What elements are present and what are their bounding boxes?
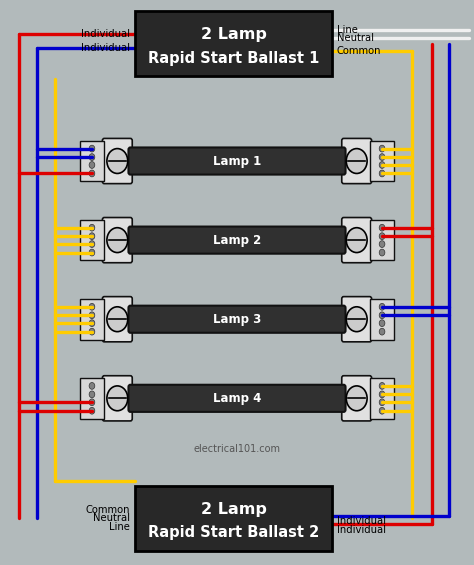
FancyBboxPatch shape: [342, 218, 372, 263]
Circle shape: [346, 149, 367, 173]
Circle shape: [379, 170, 385, 177]
Circle shape: [89, 162, 95, 168]
Text: Neutral: Neutral: [337, 33, 374, 43]
Circle shape: [346, 228, 367, 253]
Circle shape: [346, 307, 367, 332]
Circle shape: [107, 386, 128, 411]
Circle shape: [379, 407, 385, 414]
Circle shape: [379, 162, 385, 168]
Text: Individual: Individual: [82, 44, 130, 53]
FancyBboxPatch shape: [102, 297, 132, 342]
Circle shape: [89, 320, 95, 327]
Text: Lamp 3: Lamp 3: [213, 312, 261, 326]
FancyBboxPatch shape: [342, 138, 372, 184]
FancyBboxPatch shape: [342, 376, 372, 421]
Circle shape: [379, 224, 385, 231]
FancyBboxPatch shape: [102, 138, 132, 184]
FancyBboxPatch shape: [102, 376, 132, 421]
Bar: [80, 220, 104, 260]
Bar: [80, 299, 104, 340]
FancyBboxPatch shape: [135, 11, 332, 76]
Circle shape: [379, 233, 385, 240]
Circle shape: [379, 399, 385, 406]
Bar: [370, 141, 394, 181]
Text: Lamp 1: Lamp 1: [213, 154, 261, 168]
Bar: [370, 220, 394, 260]
Circle shape: [89, 145, 95, 152]
FancyBboxPatch shape: [342, 297, 372, 342]
Circle shape: [379, 249, 385, 256]
Circle shape: [89, 328, 95, 335]
Text: Line: Line: [337, 25, 357, 34]
Bar: [80, 378, 104, 419]
Text: 2 Lamp: 2 Lamp: [201, 502, 266, 517]
Circle shape: [89, 391, 95, 398]
Circle shape: [89, 407, 95, 414]
Bar: [80, 141, 104, 181]
Circle shape: [346, 386, 367, 411]
Text: Lamp 4: Lamp 4: [213, 392, 261, 405]
Text: Common: Common: [337, 46, 381, 55]
FancyBboxPatch shape: [135, 486, 332, 551]
Text: Rapid Start Ballast 2: Rapid Start Ballast 2: [148, 525, 319, 540]
Circle shape: [89, 241, 95, 247]
Circle shape: [379, 391, 385, 398]
Circle shape: [379, 154, 385, 160]
Bar: [370, 299, 394, 340]
Text: Individual: Individual: [82, 29, 130, 38]
FancyBboxPatch shape: [128, 147, 346, 175]
FancyBboxPatch shape: [128, 306, 346, 333]
Text: Individual: Individual: [337, 525, 385, 534]
Circle shape: [89, 312, 95, 319]
Circle shape: [89, 399, 95, 406]
Circle shape: [379, 320, 385, 327]
Circle shape: [107, 149, 128, 173]
Circle shape: [107, 307, 128, 332]
Circle shape: [89, 170, 95, 177]
Text: Common: Common: [86, 505, 130, 515]
Circle shape: [89, 233, 95, 240]
Circle shape: [379, 145, 385, 152]
Text: Lamp 2: Lamp 2: [213, 233, 261, 247]
Circle shape: [379, 241, 385, 247]
Circle shape: [107, 228, 128, 253]
Circle shape: [379, 312, 385, 319]
Bar: [370, 378, 394, 419]
Circle shape: [89, 154, 95, 160]
Text: 2 Lamp: 2 Lamp: [201, 27, 266, 42]
FancyBboxPatch shape: [128, 227, 346, 254]
Text: Individual: Individual: [337, 516, 385, 526]
Circle shape: [379, 303, 385, 310]
Text: electrical101.com: electrical101.com: [193, 444, 281, 454]
FancyBboxPatch shape: [128, 385, 346, 412]
Text: Rapid Start Ballast 1: Rapid Start Ballast 1: [148, 51, 319, 66]
Circle shape: [89, 303, 95, 310]
Circle shape: [89, 224, 95, 231]
Circle shape: [379, 383, 385, 389]
Text: Line: Line: [109, 522, 130, 532]
Text: Neutral: Neutral: [93, 514, 130, 523]
Circle shape: [89, 383, 95, 389]
FancyBboxPatch shape: [102, 218, 132, 263]
Circle shape: [379, 328, 385, 335]
Circle shape: [89, 249, 95, 256]
